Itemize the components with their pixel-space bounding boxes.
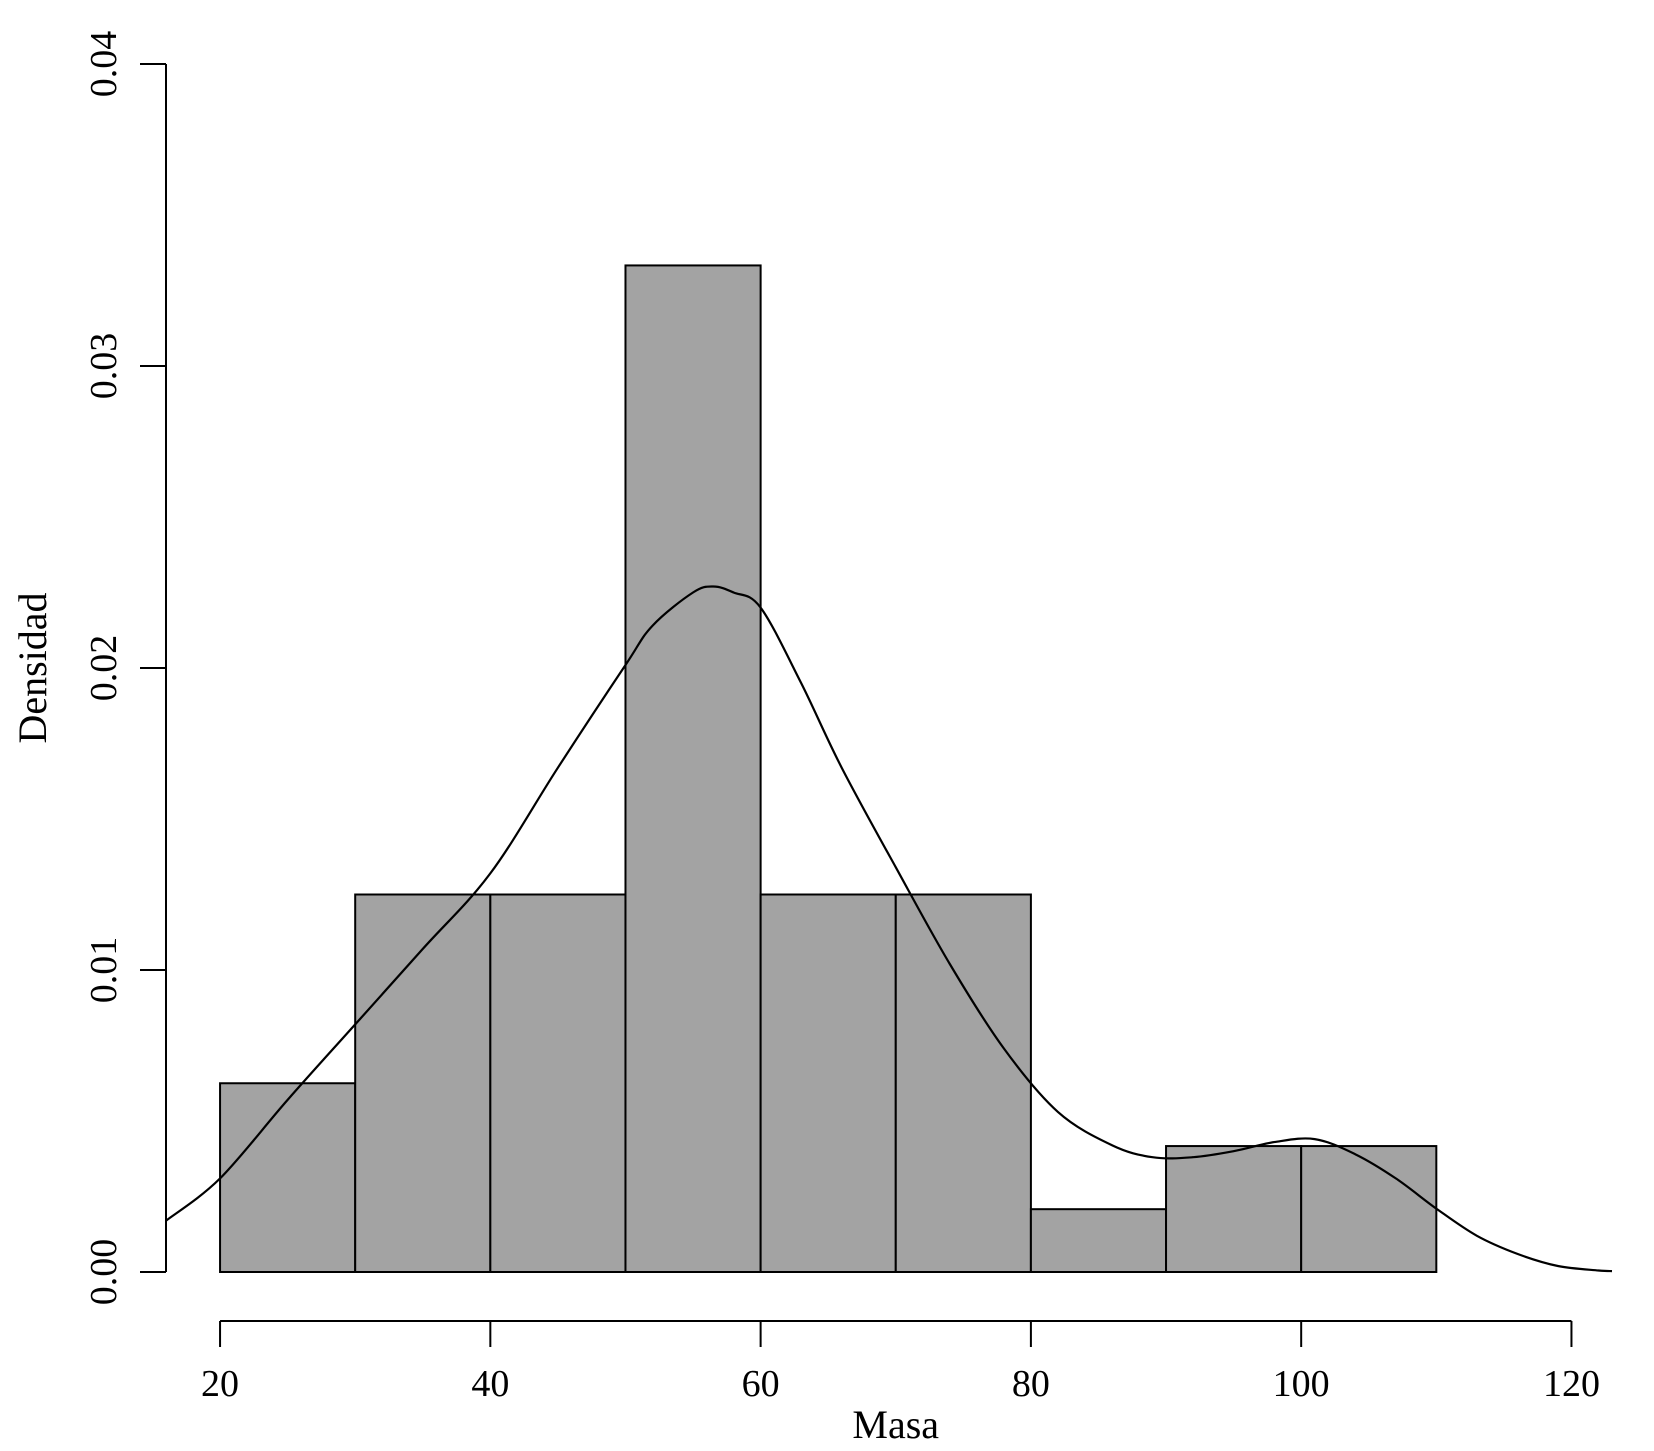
density-curve — [165, 585, 1613, 1273]
y-tick-label: 0.02 — [83, 635, 125, 702]
y-axis: 0.00 0.01 0.02 0.03 0.04 — [83, 31, 167, 1306]
histogram-bar-2 — [354, 893, 492, 1273]
histogram-bar-1 — [219, 1082, 357, 1273]
histogram-bar-6 — [894, 893, 1032, 1273]
x-tick-label: 100 — [1273, 1363, 1330, 1405]
x-tick-label: 60 — [742, 1363, 780, 1405]
x-tick-label: 40 — [471, 1363, 509, 1405]
histogram-bars — [219, 264, 1438, 1274]
x-axis: 20 40 60 80 100 120 — [201, 1320, 1600, 1405]
y-axis-label: Densidad — [10, 592, 55, 743]
histogram-bar-7 — [1029, 1208, 1168, 1273]
x-axis-label: Masa — [852, 1402, 939, 1447]
histogram-bar-8 — [1165, 1145, 1303, 1274]
histogram-bar-3 — [489, 893, 627, 1273]
histogram-bar-5 — [759, 893, 897, 1273]
histogram-bar-4 — [624, 264, 762, 1273]
y-tick-label: 0.00 — [83, 1239, 125, 1306]
y-tick-label: 0.03 — [83, 333, 125, 400]
x-tick-label: 120 — [1543, 1363, 1600, 1405]
y-tick-label: 0.04 — [83, 31, 125, 98]
x-tick-label: 20 — [201, 1363, 239, 1405]
x-tick-label: 80 — [1012, 1363, 1050, 1405]
y-tick-label: 0.01 — [83, 937, 125, 1004]
histogram-bar-9 — [1300, 1145, 1438, 1274]
